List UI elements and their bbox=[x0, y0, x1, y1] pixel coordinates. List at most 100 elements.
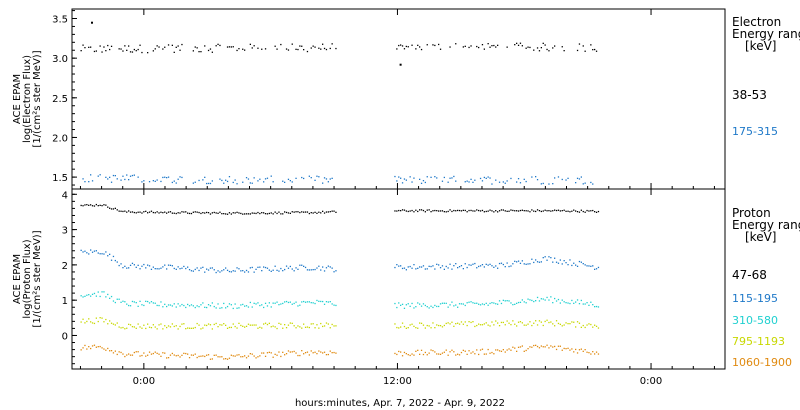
data-point bbox=[188, 269, 191, 271]
data-point bbox=[403, 48, 406, 50]
data-point bbox=[569, 349, 571, 351]
data-point bbox=[573, 302, 575, 304]
data-point bbox=[407, 327, 409, 329]
data-point bbox=[417, 267, 419, 269]
data-point bbox=[567, 210, 569, 212]
data-point bbox=[194, 211, 196, 213]
data-point bbox=[154, 48, 156, 50]
data-point bbox=[116, 178, 118, 180]
data-point bbox=[295, 177, 297, 179]
data-point bbox=[506, 349, 508, 351]
data-point bbox=[582, 210, 584, 213]
data-point bbox=[287, 212, 290, 214]
data-point bbox=[419, 178, 421, 180]
data-point bbox=[535, 320, 537, 322]
data-point bbox=[255, 303, 257, 305]
data-point bbox=[135, 327, 137, 329]
data-point bbox=[266, 352, 269, 354]
data-point bbox=[147, 212, 149, 214]
data-point bbox=[137, 176, 139, 178]
data-point bbox=[478, 46, 480, 49]
data-point bbox=[245, 357, 248, 359]
data-point bbox=[164, 303, 166, 305]
data-point bbox=[185, 306, 187, 309]
data-point bbox=[249, 213, 251, 215]
data-point bbox=[225, 179, 227, 181]
data-point bbox=[236, 49, 238, 52]
data-point bbox=[394, 210, 396, 212]
data-point bbox=[139, 268, 141, 270]
data-point bbox=[303, 265, 305, 267]
data-point bbox=[586, 302, 588, 304]
data-point bbox=[112, 174, 115, 177]
data-point bbox=[512, 209, 514, 212]
data-point bbox=[247, 306, 250, 308]
data-point bbox=[219, 307, 221, 309]
data-point bbox=[322, 325, 324, 328]
data-point bbox=[88, 204, 90, 206]
data-point bbox=[124, 210, 126, 212]
data-point bbox=[571, 210, 573, 212]
data-point bbox=[514, 303, 516, 305]
data-point bbox=[183, 323, 185, 325]
data-point bbox=[276, 327, 278, 330]
data-point bbox=[516, 42, 518, 44]
data-point bbox=[84, 295, 86, 297]
data-point bbox=[335, 211, 337, 213]
data-point bbox=[143, 180, 145, 182]
data-point bbox=[323, 303, 326, 305]
data-point bbox=[215, 354, 217, 356]
data-point bbox=[428, 325, 430, 327]
data-point bbox=[472, 351, 474, 353]
data-point bbox=[527, 323, 529, 325]
data-point bbox=[310, 47, 312, 49]
data-point bbox=[86, 294, 88, 296]
data-point bbox=[86, 348, 88, 350]
electron-ylabel: ACE EPAM log(Electron Flux) [1/(cm²s ste… bbox=[12, 50, 43, 147]
data-point bbox=[285, 327, 288, 329]
data-point bbox=[445, 302, 447, 304]
data-point bbox=[188, 212, 191, 215]
data-point bbox=[211, 267, 213, 269]
data-point bbox=[398, 350, 400, 353]
data-point bbox=[398, 302, 400, 304]
data-point bbox=[430, 176, 432, 178]
data-point bbox=[114, 350, 116, 352]
data-point bbox=[162, 328, 164, 330]
data-point bbox=[268, 351, 270, 353]
data-point bbox=[464, 350, 466, 352]
data-point bbox=[449, 304, 451, 306]
data-point bbox=[198, 324, 200, 326]
data-point bbox=[225, 267, 227, 269]
data-point bbox=[554, 209, 556, 211]
data-point bbox=[403, 267, 406, 269]
data-point bbox=[597, 266, 600, 269]
data-point bbox=[571, 264, 573, 267]
data-point bbox=[266, 267, 269, 269]
data-point bbox=[230, 213, 232, 215]
data-point bbox=[280, 213, 282, 215]
data-point bbox=[284, 324, 286, 326]
data-point bbox=[226, 46, 229, 48]
data-point bbox=[312, 323, 314, 325]
data-point bbox=[323, 351, 326, 353]
data-point bbox=[118, 264, 120, 267]
data-point bbox=[263, 181, 265, 183]
data-point bbox=[175, 182, 177, 184]
data-point bbox=[468, 301, 470, 303]
data-point bbox=[236, 211, 238, 213]
data-point bbox=[466, 324, 468, 327]
data-point bbox=[179, 305, 181, 307]
data-point bbox=[462, 46, 464, 48]
data-point bbox=[247, 178, 250, 180]
data-point bbox=[489, 325, 491, 327]
proton-ytick-label: 3 bbox=[62, 226, 68, 237]
data-point bbox=[439, 48, 442, 50]
data-point bbox=[244, 49, 246, 51]
data-point bbox=[420, 305, 423, 307]
data-point bbox=[323, 212, 326, 214]
data-point bbox=[561, 299, 563, 301]
data-point bbox=[297, 211, 299, 213]
data-point bbox=[462, 323, 464, 325]
data-point bbox=[588, 304, 590, 306]
